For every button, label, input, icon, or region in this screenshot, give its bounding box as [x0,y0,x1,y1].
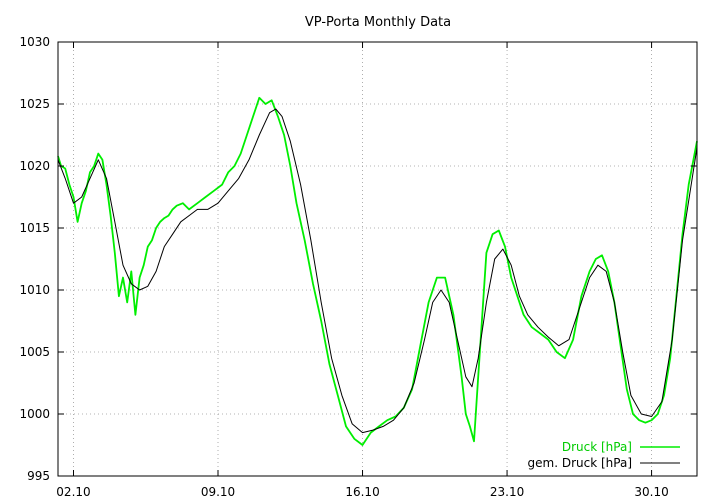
x-tick-label: 09.10 [201,485,235,499]
y-tick-label: 1030 [19,35,50,49]
y-tick-label: 995 [27,469,50,483]
y-tick-label: 1005 [19,345,50,359]
y-tick-label: 1010 [19,283,50,297]
x-tick-label: 02.10 [56,485,90,499]
y-tick-label: 1020 [19,159,50,173]
series-line-gem-druck [57,108,698,434]
series-line-druck [57,96,698,446]
axis-ticks: 995 1000 1005 1010 1015 1020 1025 1030 02.10 09.1… [19,35,697,499]
plot-frame [57,41,698,477]
y-tick-label: 1025 [19,97,50,111]
x-tick-label: 16.10 [345,485,379,499]
y-tick-label: 1015 [19,221,50,235]
legend-label-druck: Druck [hPa] [562,440,632,454]
series-layer [57,96,698,446]
x-tick-label: 23.10 [490,485,524,499]
y-tick-label: 1000 [19,407,50,421]
legend: Druck [hPa] gem. Druck [hPa] [528,440,680,470]
legend-label-gem-druck: gem. Druck [hPa] [528,456,632,470]
x-tick-label: 30.10 [634,485,668,499]
grid [58,42,697,476]
chart-title: VP-Porta Monthly Data [305,15,451,30]
